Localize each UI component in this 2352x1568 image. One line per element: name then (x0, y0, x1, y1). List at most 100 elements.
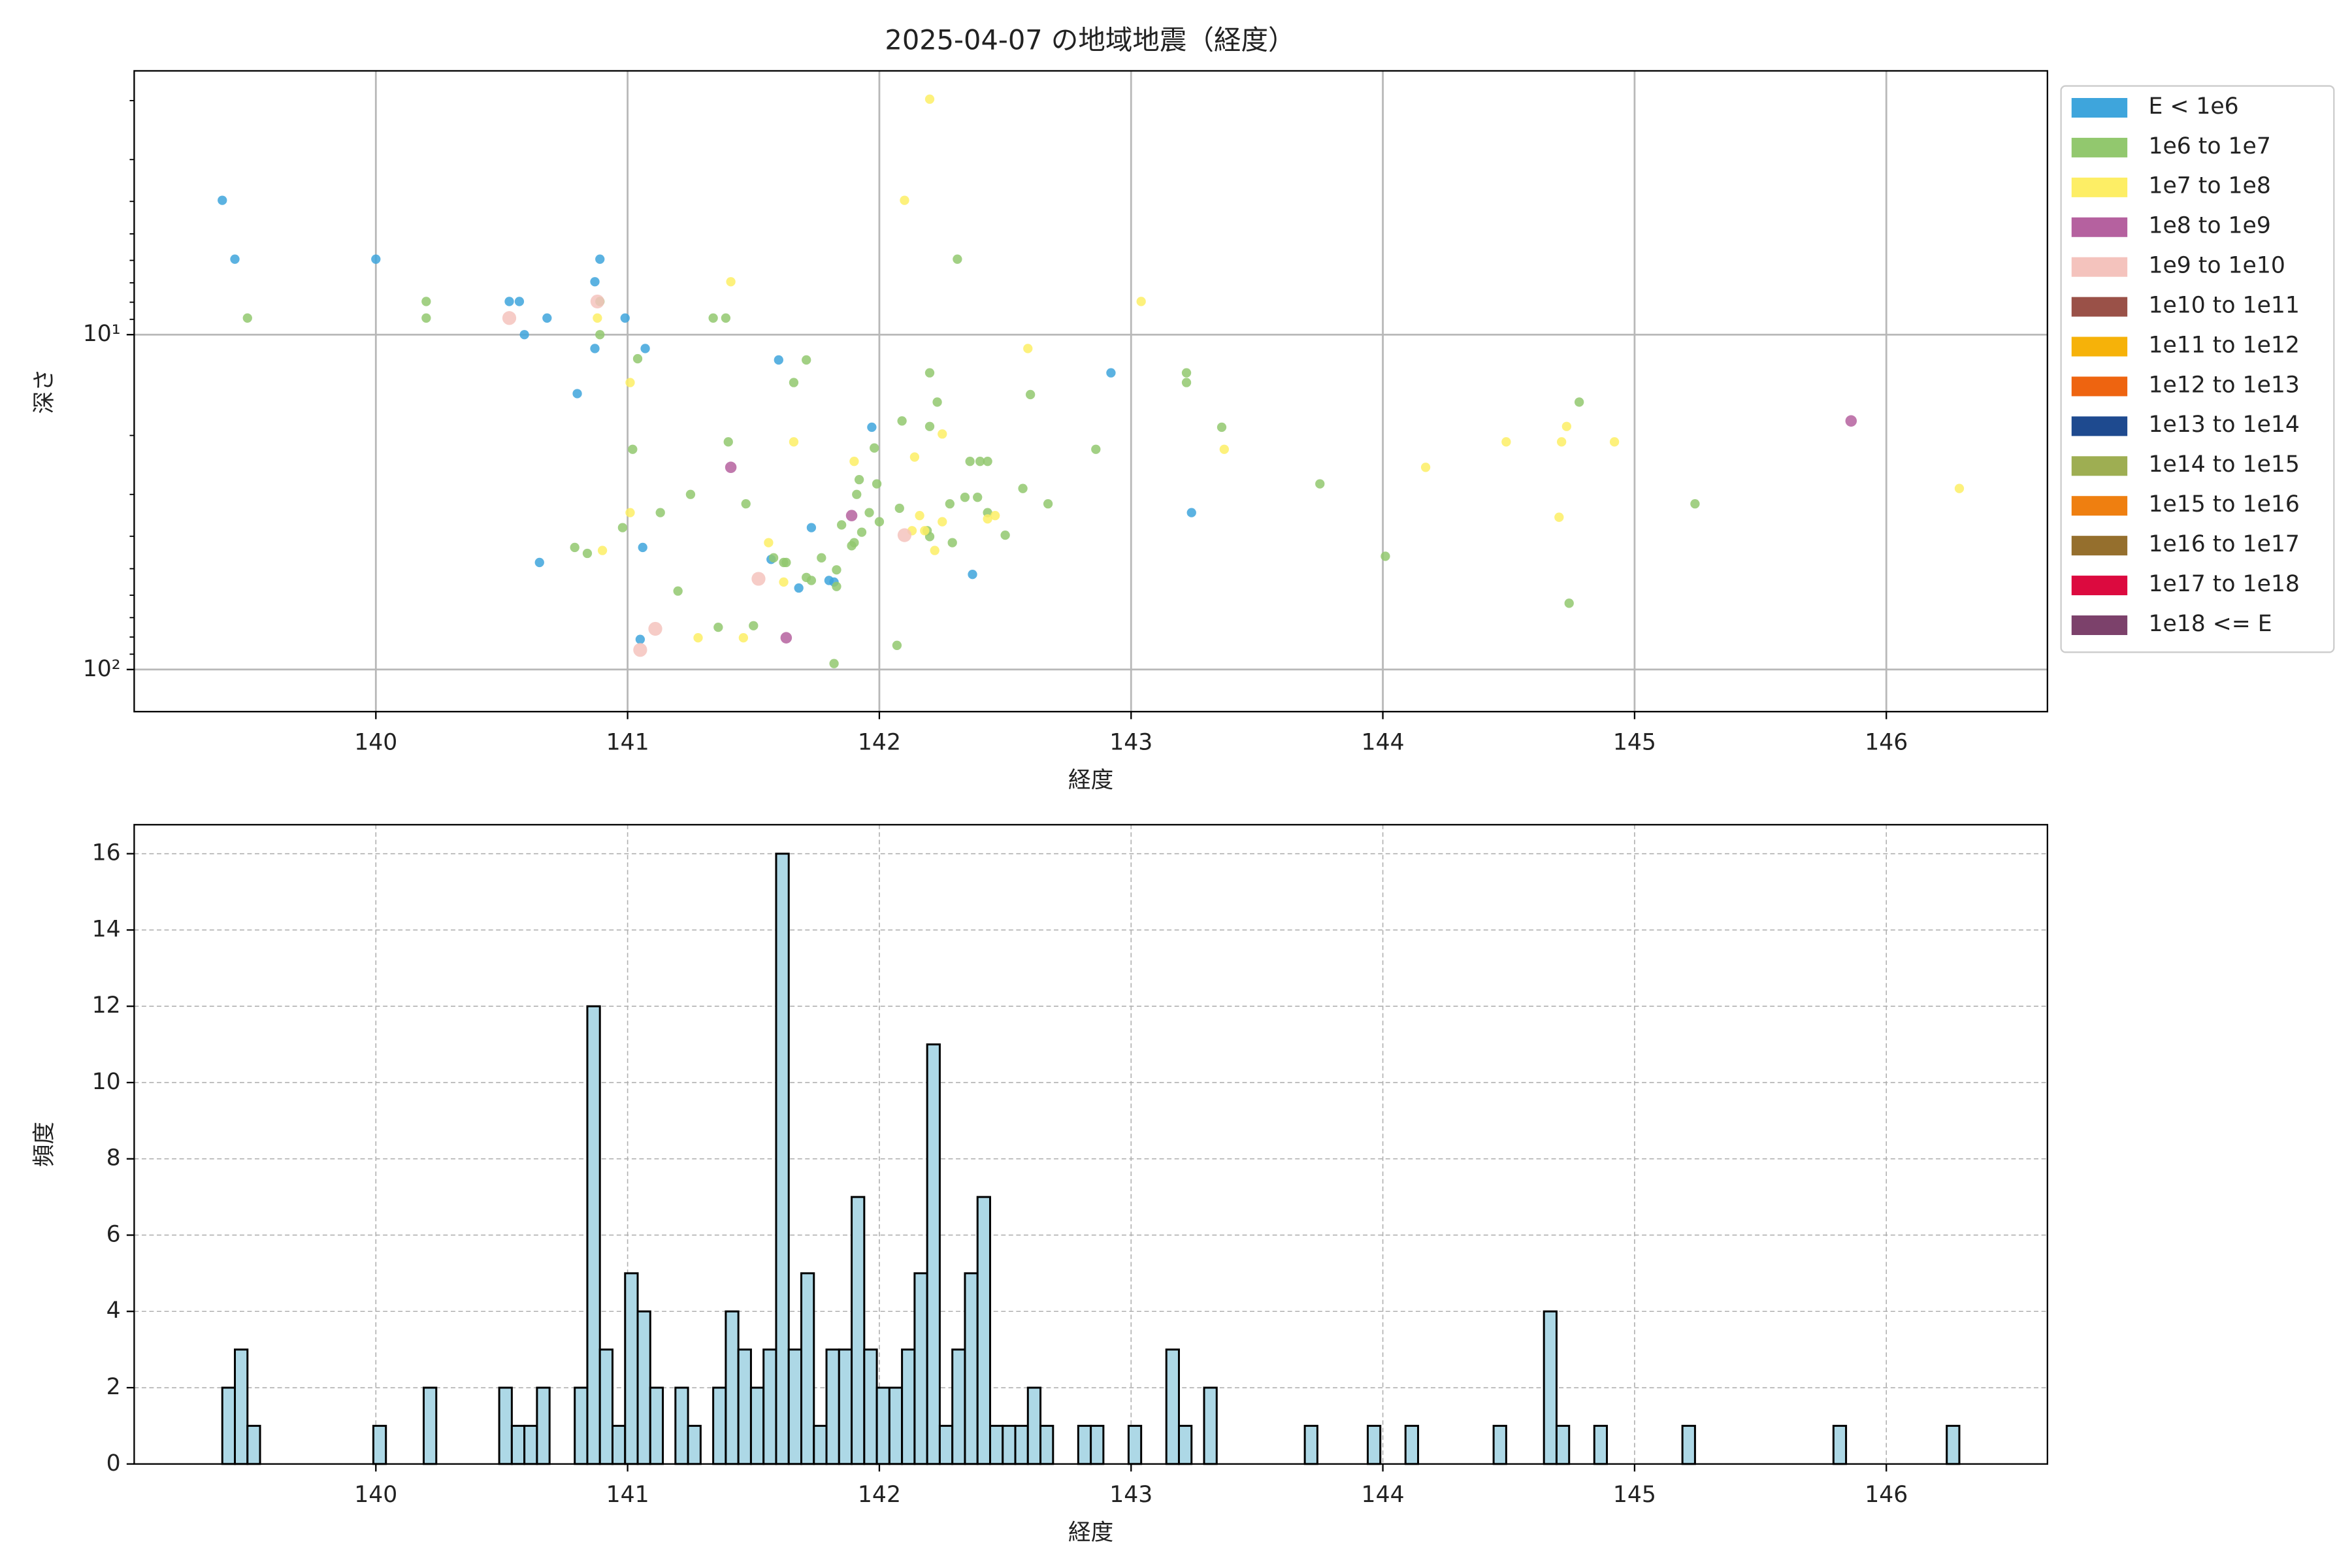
scatter-point (721, 313, 731, 323)
plot-frame (133, 70, 2048, 713)
scatter-point (990, 511, 1000, 521)
x-tick-label: 141 (606, 1482, 649, 1508)
y-axis-label: 頻度 (31, 1122, 57, 1167)
histogram-bar (901, 1348, 916, 1465)
scatter-point (924, 94, 935, 104)
scatter-point (1845, 415, 1857, 427)
y-tick-label: 6 (106, 1221, 121, 1247)
scatter-point (572, 389, 582, 399)
legend-swatch (2071, 137, 2128, 157)
legend-swatch (2071, 615, 2128, 635)
histogram-bar (1681, 1424, 1696, 1465)
scatter-point (836, 520, 847, 530)
legend-label: 1e13 to 1e14 (2148, 412, 2299, 438)
histogram-bar (234, 1348, 249, 1465)
scatter-point (534, 557, 544, 568)
scatter-point (983, 457, 992, 466)
scatter-point (781, 557, 791, 568)
scatter-point (968, 570, 977, 580)
scatter-point (832, 565, 841, 575)
scatter-point (806, 576, 817, 585)
histogram-bar (687, 1424, 702, 1465)
scatter-point (794, 583, 804, 593)
legend-swatch (2071, 496, 2128, 516)
scatter-point (1219, 444, 1229, 454)
x-tick-label: 146 (1865, 730, 1908, 756)
histogram-bar (1832, 1424, 1848, 1465)
scatter-point (1557, 437, 1567, 447)
scatter-point (857, 527, 867, 537)
legend-swatch (2071, 217, 2128, 237)
scatter-point (960, 493, 970, 502)
scatter-point (685, 489, 696, 499)
scatter-point (741, 498, 751, 509)
histogram-bar (888, 1386, 904, 1465)
histogram-bar (1555, 1424, 1571, 1465)
x-tick-label: 143 (1109, 1482, 1152, 1508)
legend-swatch (2071, 98, 2128, 118)
scatter-point (726, 277, 736, 287)
scatter-point (975, 457, 985, 466)
legend-swatch (2071, 297, 2128, 317)
x-tick-label: 140 (354, 1482, 397, 1508)
histogram-bar (649, 1386, 664, 1465)
histogram-bar (674, 1386, 689, 1465)
legend-label: 1e9 to 1e10 (2148, 253, 2285, 279)
scatter-point (1554, 512, 1564, 522)
histogram-bar (775, 853, 790, 1465)
x-tick-label: 145 (1613, 730, 1656, 756)
legend-label: 1e15 to 1e16 (2148, 491, 2299, 517)
scatter-point (780, 632, 792, 644)
histogram-bar (1077, 1424, 1092, 1465)
scatter-point (542, 313, 552, 323)
histogram-bar (536, 1386, 551, 1465)
scatter-point (1501, 437, 1511, 447)
scatter-point (872, 479, 882, 489)
x-tick-label: 140 (354, 730, 397, 756)
y-tick-label: 2 (106, 1374, 121, 1400)
scatter-point (1181, 368, 1192, 378)
legend-swatch (2071, 257, 2128, 277)
histogram-bar (938, 1424, 954, 1465)
scatter-point (938, 429, 947, 439)
scatter-point (1380, 551, 1390, 561)
histogram-bar (988, 1424, 1004, 1465)
scatter-point (625, 508, 635, 517)
scatter-point (570, 542, 580, 553)
scatter-point (909, 452, 920, 462)
histogram-bar (1946, 1424, 1961, 1465)
histogram-bar (863, 1348, 878, 1465)
scatter-point (590, 344, 600, 353)
scatter-point (633, 643, 647, 657)
scatter-point (1420, 463, 1431, 472)
scatter-point (1018, 483, 1028, 493)
scatter-point (924, 368, 935, 378)
scatter-point (751, 572, 766, 586)
scatter-point (947, 538, 957, 547)
histogram-bar (926, 1043, 941, 1465)
histogram-bar (725, 1310, 740, 1465)
scatter-point (915, 511, 924, 521)
scatter-point (1186, 508, 1196, 517)
y-tick-label: 4 (106, 1298, 121, 1324)
legend-box (2060, 85, 2335, 653)
scatter-point (725, 461, 737, 474)
scatter-point (870, 443, 879, 453)
histogram-bar (964, 1272, 979, 1465)
scatter-point (892, 640, 902, 650)
scatter-point (230, 254, 240, 264)
scatter-point (635, 634, 645, 644)
scatter-point (965, 457, 975, 466)
y-tick-label: 14 (92, 916, 121, 942)
histogram-bar (913, 1272, 928, 1465)
scatter-point (829, 659, 839, 668)
histogram-bar (1014, 1424, 1029, 1465)
x-tick-label: 141 (606, 730, 649, 756)
scatter-point (595, 254, 605, 264)
scatter-point (1609, 437, 1620, 447)
scatter-point (1954, 483, 1965, 493)
scatter-point (938, 517, 947, 527)
scatter-point (973, 493, 983, 502)
histogram-bar (612, 1424, 627, 1465)
scatter-point (864, 508, 874, 517)
